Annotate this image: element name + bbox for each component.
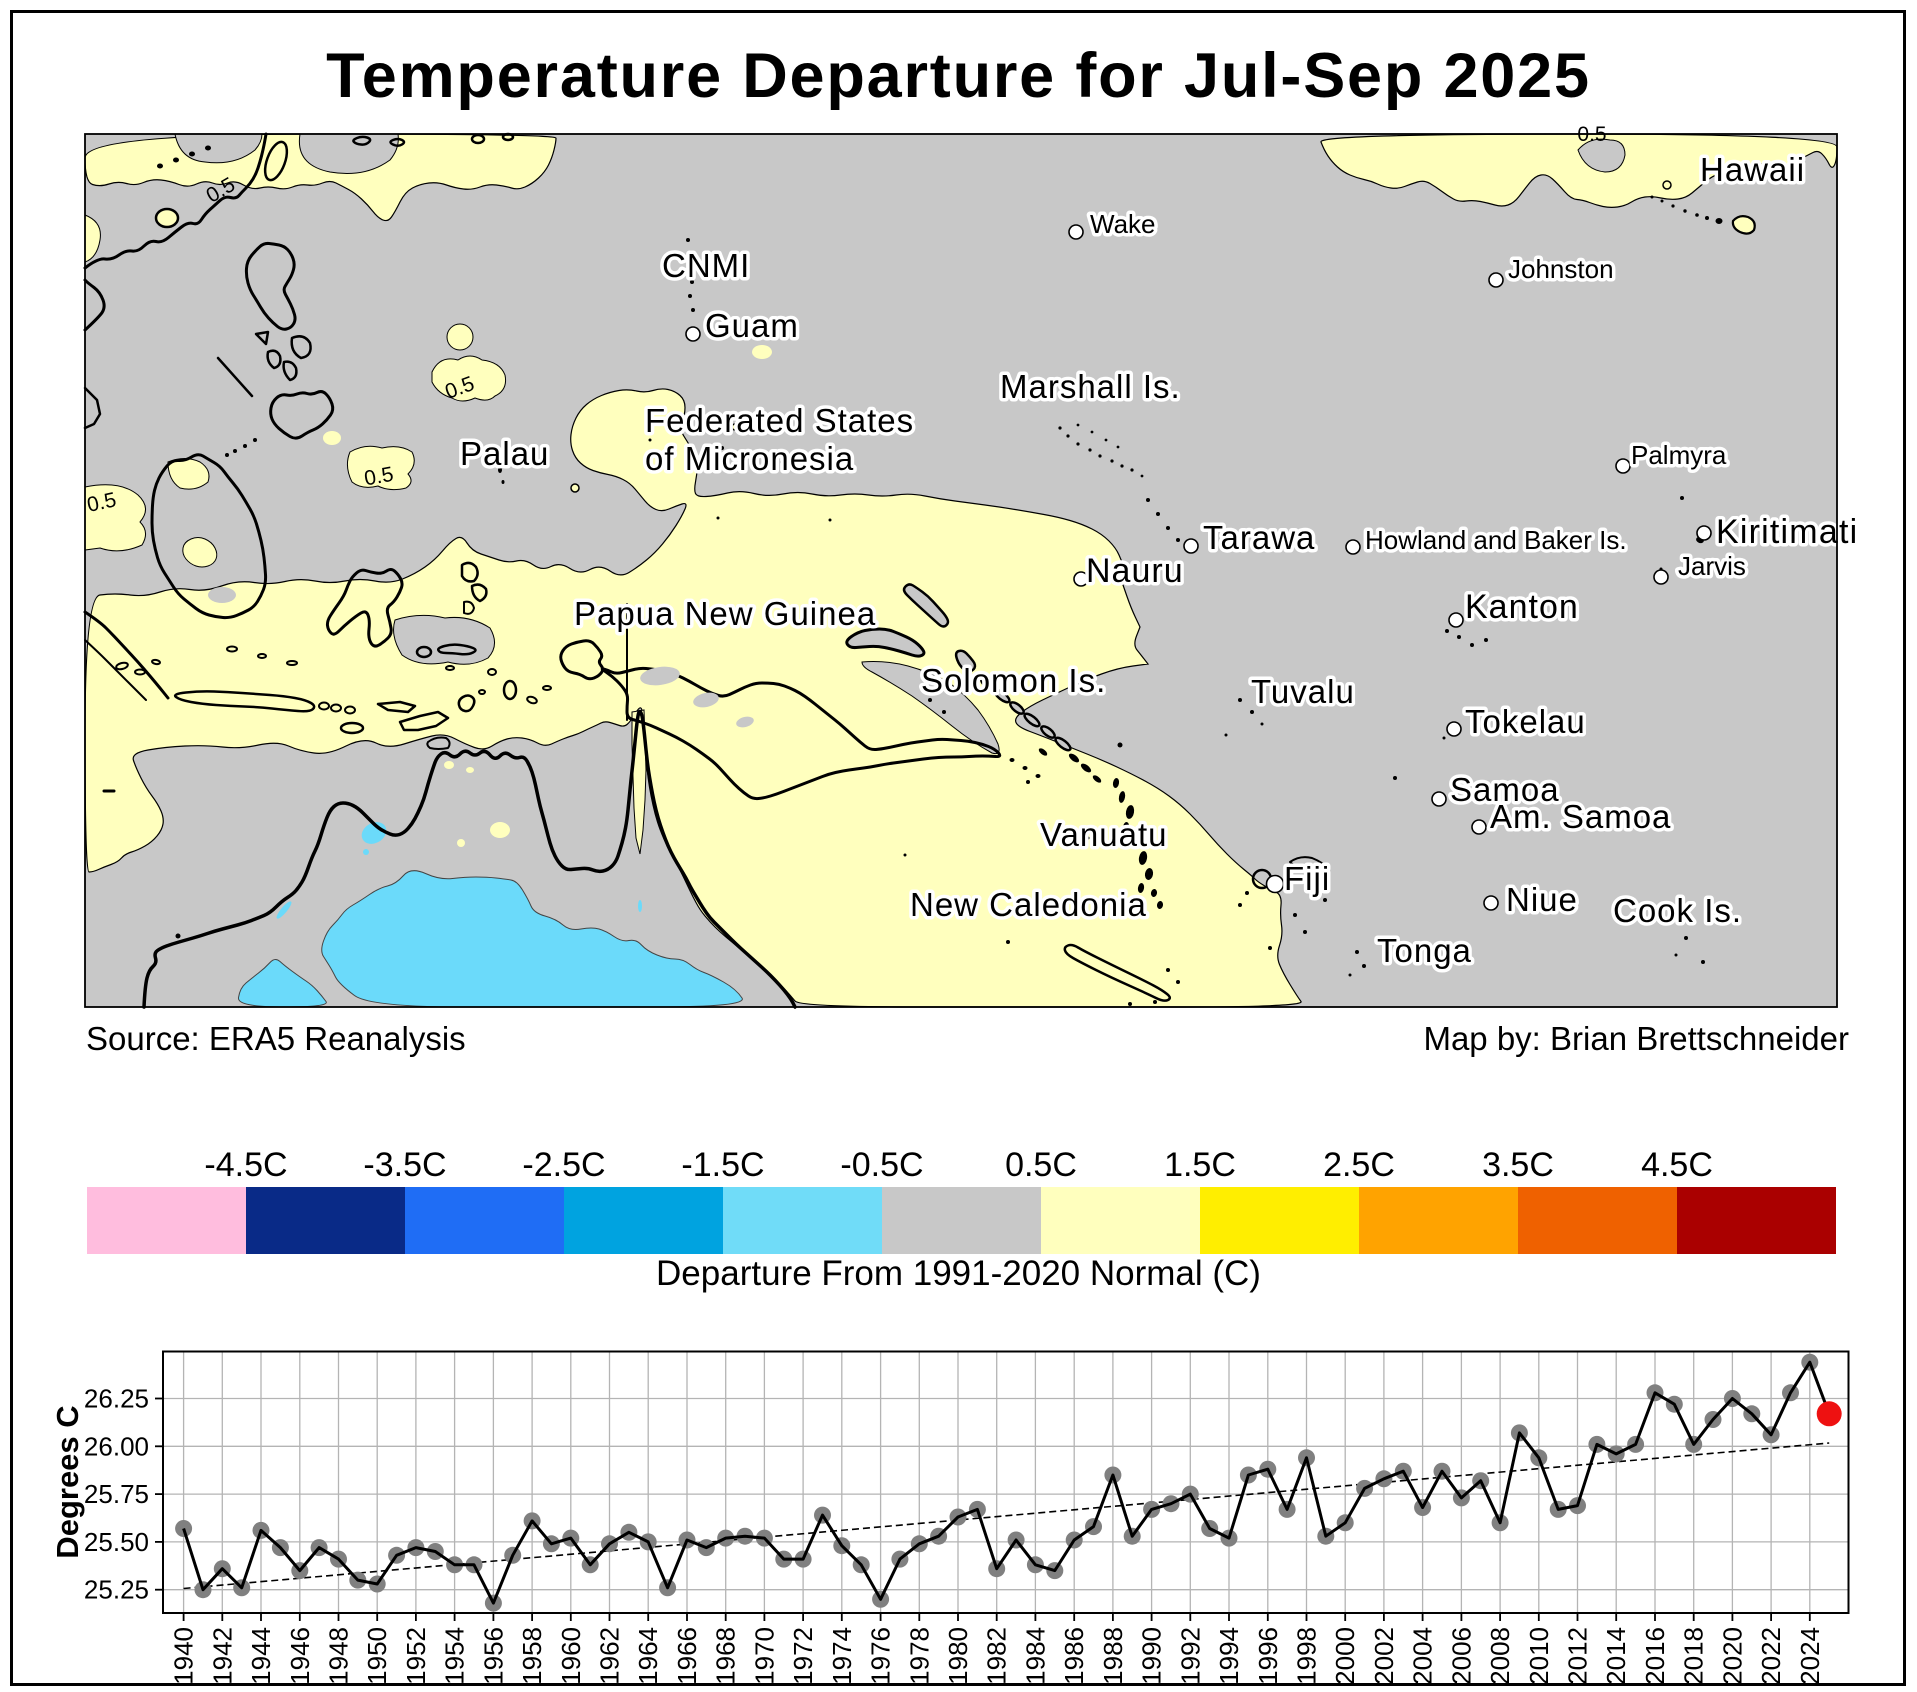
svg-text:Wake: Wake [1090,209,1156,239]
svg-text:Marshall Is.: Marshall Is. [1000,368,1181,405]
svg-text:1970: 1970 [749,1627,779,1685]
svg-text:Tokelau: Tokelau [1465,703,1586,740]
svg-text:Palau: Palau [460,435,549,472]
svg-text:Nauru: Nauru [1086,552,1184,590]
svg-text:Palmyra: Palmyra [1631,440,1727,470]
svg-text:2006: 2006 [1446,1627,1476,1685]
svg-text:Howland and Baker Is.: Howland and Baker Is. [1365,525,1627,555]
svg-text:1980: 1980 [943,1627,973,1685]
svg-text:1982: 1982 [982,1627,1012,1685]
svg-text:2024: 2024 [1795,1627,1825,1685]
svg-text:1976: 1976 [866,1627,896,1685]
svg-text:1954: 1954 [440,1627,470,1685]
svg-text:1964: 1964 [633,1627,663,1685]
svg-text:1998: 1998 [1292,1627,1322,1685]
svg-text:1968: 1968 [711,1627,741,1685]
svg-text:Solomon Is.: Solomon Is. [921,662,1106,699]
svg-text:26.25: 26.25 [84,1384,149,1414]
svg-text:of Micronesia: of Micronesia [645,440,854,477]
svg-text:1946: 1946 [285,1627,315,1685]
svg-text:Cook Is.: Cook Is. [1613,892,1742,929]
svg-text:1972: 1972 [788,1627,818,1685]
svg-text:1996: 1996 [1253,1627,1283,1685]
svg-text:1966: 1966 [672,1627,702,1685]
svg-text:Kiritimati: Kiritimati [1716,513,1858,551]
svg-text:Jarvis: Jarvis [1678,551,1746,581]
svg-text:2000: 2000 [1330,1627,1360,1685]
svg-text:1948: 1948 [324,1627,354,1685]
svg-text:Guam: Guam [705,307,799,344]
svg-text:25.50: 25.50 [84,1527,149,1557]
svg-text:1992: 1992 [1175,1627,1205,1685]
svg-text:2014: 2014 [1601,1627,1631,1685]
svg-text:1956: 1956 [478,1627,508,1685]
svg-text:1974: 1974 [827,1627,857,1685]
svg-text:26.00: 26.00 [84,1431,149,1461]
svg-text:Vanuatu: Vanuatu [1040,816,1168,853]
svg-text:Fiji: Fiji [1284,860,1330,897]
svg-text:1984: 1984 [1020,1627,1050,1685]
svg-text:Am. Samoa: Am. Samoa [1490,798,1671,835]
svg-text:2020: 2020 [1717,1627,1747,1685]
svg-text:Tuvalu: Tuvalu [1251,673,1355,710]
svg-text:1962: 1962 [595,1627,625,1685]
svg-text:2022: 2022 [1756,1627,1786,1685]
svg-text:2002: 2002 [1369,1627,1399,1685]
svg-text:1958: 1958 [517,1627,547,1685]
svg-text:Federated States: Federated States [645,402,914,439]
svg-text:Hawaii: Hawaii [1700,151,1805,188]
svg-text:1994: 1994 [1214,1627,1244,1685]
svg-text:2012: 2012 [1563,1627,1593,1685]
svg-text:1960: 1960 [556,1627,586,1685]
svg-text:Degrees C: Degrees C [50,1405,85,1558]
svg-text:25.25: 25.25 [84,1575,149,1605]
svg-text:1942: 1942 [207,1627,237,1685]
svg-text:Tonga: Tonga [1377,932,1472,969]
svg-text:2004: 2004 [1408,1627,1438,1685]
svg-text:1950: 1950 [362,1627,392,1685]
svg-text:0.5: 0.5 [362,463,395,491]
svg-text:Samoa: Samoa [1450,771,1560,808]
svg-text:1988: 1988 [1098,1627,1128,1685]
svg-text:Kanton: Kanton [1465,588,1579,626]
svg-text:Tarawa: Tarawa [1203,519,1315,556]
svg-text:2008: 2008 [1485,1627,1515,1685]
svg-text:New Caledonia: New Caledonia [910,886,1147,923]
svg-text:Johnston: Johnston [1508,254,1614,284]
svg-text:2018: 2018 [1679,1627,1709,1685]
svg-text:CNMI: CNMI [662,247,750,284]
svg-text:1986: 1986 [1059,1627,1089,1685]
svg-text:2010: 2010 [1524,1627,1554,1685]
svg-text:1978: 1978 [904,1627,934,1685]
svg-text:25.75: 25.75 [84,1479,149,1509]
svg-text:Niue: Niue [1506,881,1578,918]
svg-text:1940: 1940 [169,1627,199,1685]
svg-text:1990: 1990 [1137,1627,1167,1685]
svg-text:Papua New Guinea: Papua New Guinea [574,595,876,632]
svg-text:1944: 1944 [246,1627,276,1685]
svg-text:1952: 1952 [401,1627,431,1685]
svg-text:2016: 2016 [1640,1627,1670,1685]
